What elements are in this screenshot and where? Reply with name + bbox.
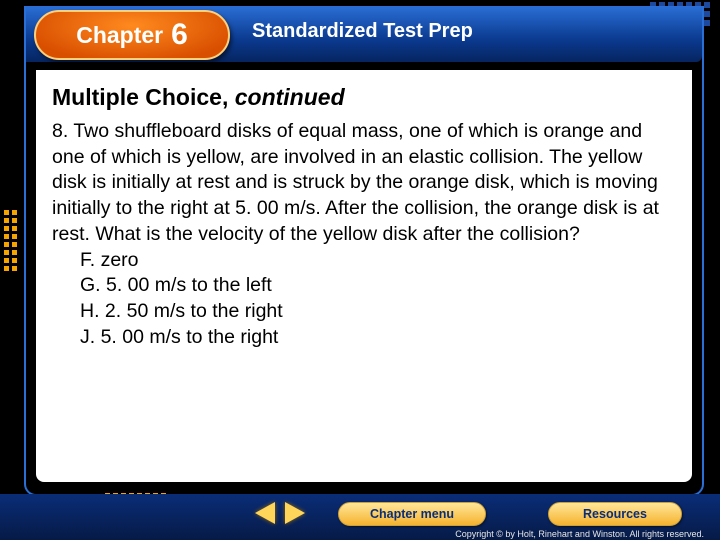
content-panel: Multiple Choice, continued 8. Two shuffl… <box>36 70 692 482</box>
answer-choices: F. zero G. 5. 00 m/s to the left H. 2. 5… <box>52 248 676 351</box>
choice-h: H. 2. 50 m/s to the right <box>80 299 676 325</box>
section-title-text: Multiple Choice, <box>52 84 228 110</box>
header-title: Standardized Test Prep <box>252 20 473 43</box>
next-arrow-icon[interactable] <box>285 502 305 524</box>
resources-button[interactable]: Resources <box>548 502 682 526</box>
chapter-badge: Chapter 6 <box>34 10 230 60</box>
prev-arrow-icon[interactable] <box>255 502 275 524</box>
question-block: 8. Two shuffleboard disks of equal mass,… <box>52 119 676 248</box>
question-number: 8. <box>52 120 68 142</box>
choice-g: G. 5. 00 m/s to the left <box>80 273 676 299</box>
chapter-menu-button[interactable]: Chapter menu <box>338 502 486 526</box>
section-continued: continued <box>235 84 345 110</box>
decor-grid-left <box>4 210 17 271</box>
question-text: Two shuffleboard disks of equal mass, on… <box>52 120 659 245</box>
copyright-text: Copyright © by Holt, Rinehart and Winsto… <box>455 529 704 539</box>
choice-j: J. 5. 00 m/s to the right <box>80 325 676 351</box>
chapter-label: Chapter <box>76 22 163 49</box>
section-title: Multiple Choice, continued <box>52 84 676 111</box>
chapter-number: 6 <box>171 18 188 52</box>
choice-f: F. zero <box>80 248 676 274</box>
